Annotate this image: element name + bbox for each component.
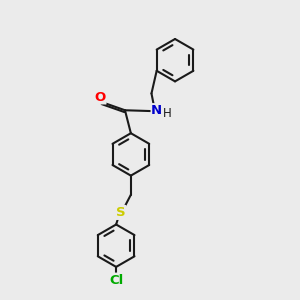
Text: N: N <box>151 104 162 117</box>
Text: O: O <box>94 91 106 104</box>
Text: H: H <box>163 107 172 120</box>
Text: S: S <box>116 206 125 219</box>
Text: Cl: Cl <box>109 274 123 286</box>
